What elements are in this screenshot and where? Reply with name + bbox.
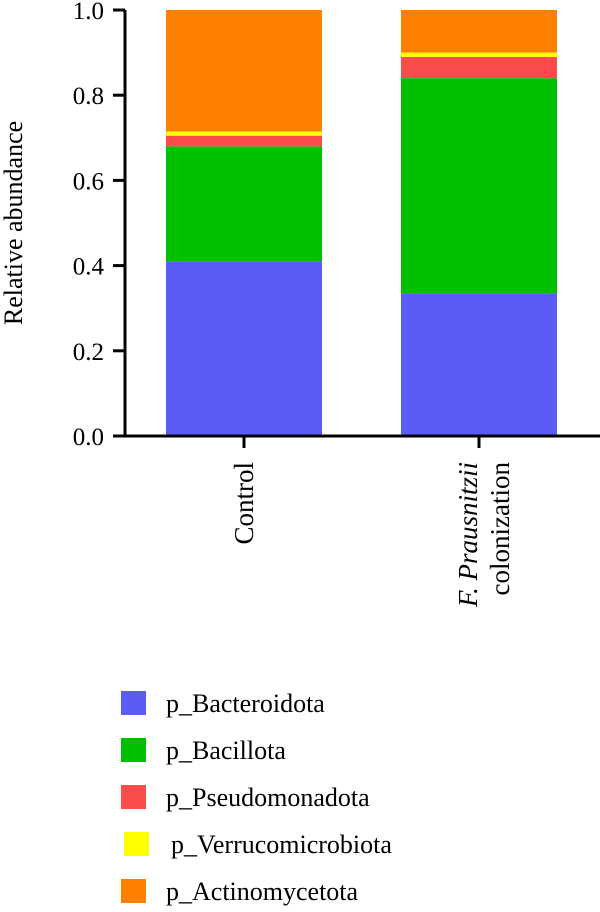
bar-segment-bacillota-1 — [166, 146, 322, 262]
bar-segment-pseudomonadota-1 — [166, 135, 322, 147]
x-ticks-group: Control F. Prausnitzii colonization — [229, 436, 515, 608]
y-axis-title: Relative abundance — [0, 121, 28, 325]
y-tick-label: 0.8 — [73, 83, 104, 110]
legend-label: p_Bacteroidota — [166, 689, 325, 718]
legend-label: p_Actinomycetota — [166, 877, 359, 906]
bar-segment-bacteroidota-2 — [401, 293, 557, 436]
legend-swatch — [121, 785, 146, 809]
legend-swatch — [124, 832, 149, 856]
y-tick-label: 0.6 — [73, 168, 104, 195]
axes-group — [123, 10, 600, 438]
x-category-label-line2: colonization — [485, 462, 515, 596]
bar-segment-actinomycetota-2 — [401, 10, 557, 53]
bar-segment-bacillota-2 — [401, 78, 557, 294]
bar-segment-verrucomicrobiota-1 — [166, 131, 322, 136]
y-tick-label: 0.0 — [73, 424, 104, 451]
legend-swatch — [121, 738, 146, 762]
legend-label: p_Bacillota — [166, 736, 286, 765]
y-tick-label: 1.0 — [73, 0, 104, 25]
y-ticks-group: 0.0 0.2 0.4 0.6 0.8 1.0 — [73, 0, 125, 451]
y-tick-label: 0.2 — [73, 339, 104, 366]
bar-segment-bacteroidota-1 — [166, 261, 322, 436]
legend-label: p_Verrucomicrobiota — [171, 830, 392, 859]
legend-swatch — [121, 879, 146, 903]
legend-label: p_Pseudomonadota — [166, 783, 370, 812]
y-tick-label: 0.4 — [73, 254, 105, 281]
x-category-label: F. Prausnitzii — [453, 462, 483, 608]
bar-segment-verrucomicrobiota-2 — [401, 52, 557, 57]
legend-swatch — [121, 691, 146, 715]
x-category-label: Control — [229, 462, 259, 545]
bar-segment-pseudomonadota-2 — [401, 56, 557, 79]
legend: p_Bacteroidota p_Bacillota p_Pseudomonadot… — [121, 689, 392, 906]
bars-group — [166, 10, 557, 436]
bar-segment-actinomycetota-1 — [166, 10, 322, 132]
